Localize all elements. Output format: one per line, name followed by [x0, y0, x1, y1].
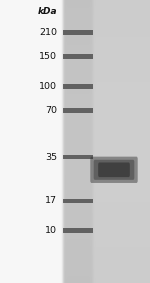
FancyBboxPatch shape: [94, 160, 134, 180]
Bar: [63, 30, 93, 35]
Text: 10: 10: [45, 226, 57, 235]
Bar: [63, 108, 93, 113]
FancyBboxPatch shape: [98, 162, 130, 177]
Bar: [63, 54, 93, 59]
Bar: [63, 108, 93, 113]
Text: 17: 17: [45, 196, 57, 205]
Bar: [63, 155, 93, 159]
Bar: [63, 84, 93, 89]
Text: 70: 70: [45, 106, 57, 115]
Bar: [63, 228, 93, 233]
Bar: [63, 84, 93, 89]
Text: 150: 150: [39, 52, 57, 61]
Text: 35: 35: [45, 153, 57, 162]
Bar: [63, 54, 93, 59]
Bar: [63, 30, 93, 35]
FancyBboxPatch shape: [90, 157, 138, 183]
Bar: [63, 228, 93, 233]
Bar: [63, 155, 93, 159]
Bar: [63, 199, 93, 203]
Text: kDa: kDa: [37, 7, 57, 16]
Bar: [63, 199, 93, 203]
Text: 100: 100: [39, 82, 57, 91]
Text: 210: 210: [39, 28, 57, 37]
